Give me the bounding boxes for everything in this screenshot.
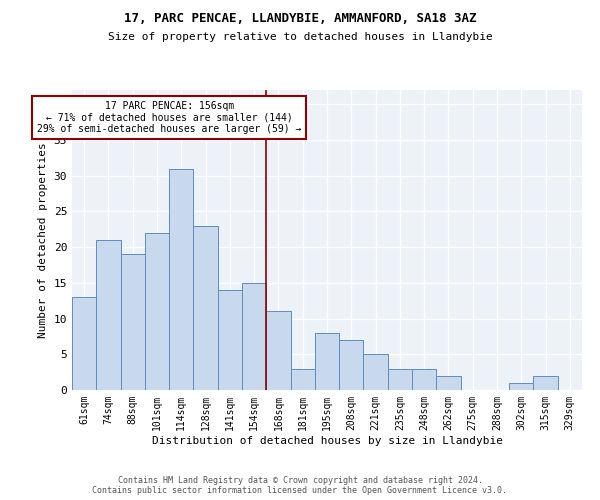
Bar [388,368,412,390]
Text: Size of property relative to detached houses in Llandybie: Size of property relative to detached ho… [107,32,493,42]
Bar [96,240,121,390]
Bar [339,340,364,390]
Bar [72,297,96,390]
Bar [315,333,339,390]
Bar [193,226,218,390]
Bar [290,368,315,390]
Bar [509,383,533,390]
Bar [436,376,461,390]
Bar [145,233,169,390]
Bar [533,376,558,390]
Bar [412,368,436,390]
Text: Contains HM Land Registry data © Crown copyright and database right 2024.
Contai: Contains HM Land Registry data © Crown c… [92,476,508,495]
Y-axis label: Number of detached properties: Number of detached properties [38,142,48,338]
Bar [169,168,193,390]
X-axis label: Distribution of detached houses by size in Llandybie: Distribution of detached houses by size … [151,436,503,446]
Text: 17 PARC PENCAE: 156sqm
← 71% of detached houses are smaller (144)
29% of semi-de: 17 PARC PENCAE: 156sqm ← 71% of detached… [37,100,301,134]
Bar [242,283,266,390]
Bar [121,254,145,390]
Text: 17, PARC PENCAE, LLANDYBIE, AMMANFORD, SA18 3AZ: 17, PARC PENCAE, LLANDYBIE, AMMANFORD, S… [124,12,476,26]
Bar [364,354,388,390]
Bar [218,290,242,390]
Bar [266,312,290,390]
